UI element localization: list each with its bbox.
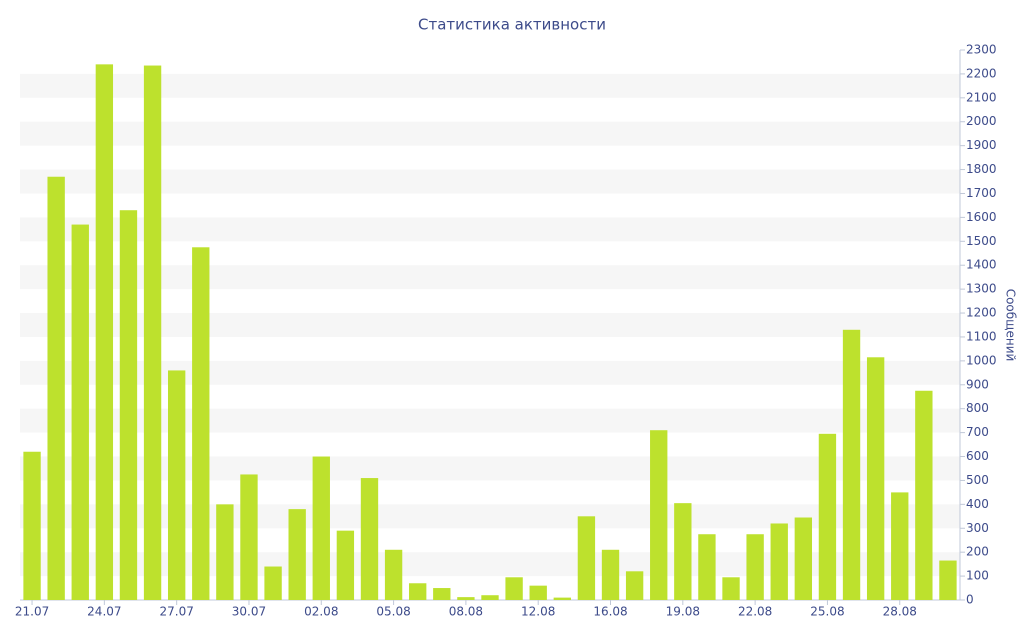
bar: [794, 517, 813, 600]
bar: [818, 433, 837, 600]
bar: [915, 390, 933, 600]
bar: [553, 597, 571, 600]
bar: [866, 357, 885, 600]
y-tick-label: 700: [966, 425, 989, 439]
bar: [529, 585, 547, 600]
x-tick-label: 12.08: [521, 605, 555, 619]
bar: [650, 430, 668, 600]
bar: [891, 492, 909, 600]
bar: [625, 571, 644, 600]
bar: [433, 588, 451, 600]
bar: [457, 597, 475, 600]
y-tick-label: 1500: [966, 234, 997, 248]
y-tick-label: 1100: [966, 329, 997, 343]
y-tick-label: 2200: [966, 66, 997, 80]
bar: [312, 456, 330, 600]
x-tick-label: 02.08: [304, 605, 338, 619]
y-tick-label: 100: [966, 569, 989, 583]
bar: [577, 516, 596, 600]
bar: [216, 504, 234, 600]
y-tick-label: 1300: [966, 282, 997, 296]
x-tick-label: 21.07: [15, 605, 49, 619]
grid-band: [20, 121, 960, 146]
y-tick-label: 800: [966, 401, 989, 415]
bar: [119, 210, 138, 600]
bar: [95, 64, 114, 600]
y-tick-label: 600: [966, 449, 989, 463]
bar: [240, 474, 258, 600]
bar: [746, 534, 764, 600]
grid-band: [20, 217, 960, 242]
y-tick-label: 2100: [966, 90, 997, 104]
bar: [722, 577, 740, 600]
grid-band: [20, 265, 960, 290]
x-tick-label: 19.08: [666, 605, 700, 619]
y-tick-label: 1200: [966, 306, 997, 320]
y-tick-label: 2000: [966, 114, 997, 128]
bar: [939, 560, 957, 600]
bar: [409, 583, 427, 600]
x-tick-label: 08.08: [449, 605, 483, 619]
bar: [360, 478, 379, 600]
bar: [71, 224, 89, 600]
bar: [23, 451, 41, 600]
grid-band: [20, 313, 960, 337]
bar: [505, 577, 523, 600]
bar: [770, 523, 788, 600]
y-tick-label: 1800: [966, 162, 997, 176]
x-tick-label: 22.08: [738, 605, 772, 619]
y-tick-label: 1400: [966, 258, 997, 272]
bar: [192, 247, 210, 601]
x-tick-label: 27.07: [159, 605, 193, 619]
bar: [143, 65, 162, 601]
grid-band: [20, 169, 960, 194]
bar: [47, 176, 65, 600]
bar: [384, 549, 403, 600]
y-tick-label: 900: [966, 377, 989, 391]
bar: [842, 329, 861, 600]
y-tick-label: 1900: [966, 138, 997, 152]
chart-title: Статистика активности: [418, 16, 606, 34]
bar: [288, 509, 306, 600]
bar: [336, 530, 355, 600]
grid-band: [20, 73, 960, 98]
bar: [481, 595, 499, 600]
y-tick-label: 0: [966, 593, 974, 607]
y-tick-label: 400: [966, 497, 989, 511]
y-axis-label: Сообщений: [1004, 289, 1018, 362]
x-tick-label: 16.08: [593, 605, 627, 619]
x-tick-label: 25.08: [810, 605, 844, 619]
bar: [601, 549, 620, 600]
y-tick-label: 300: [966, 521, 989, 535]
y-tick-label: 1700: [966, 186, 997, 200]
x-tick-label: 30.07: [232, 605, 266, 619]
y-tick-label: 500: [966, 473, 989, 487]
y-tick-label: 2300: [966, 43, 997, 57]
grid-band: [20, 360, 960, 385]
x-tick-label: 24.07: [87, 605, 121, 619]
x-tick-label: 05.08: [376, 605, 410, 619]
grid-band: [20, 408, 960, 433]
bar: [167, 370, 186, 600]
y-tick-label: 1000: [966, 353, 997, 367]
bar: [698, 534, 716, 600]
y-tick-label: 200: [966, 545, 989, 559]
x-tick-label: 28.08: [883, 605, 917, 619]
bar: [264, 566, 282, 600]
y-tick-label: 1600: [966, 210, 997, 224]
bar: [674, 503, 692, 600]
